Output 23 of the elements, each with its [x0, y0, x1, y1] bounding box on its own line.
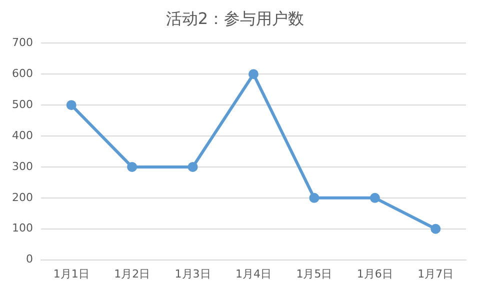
y-tick-label: 0 — [26, 252, 33, 266]
x-tick-label: 1月2日 — [114, 267, 150, 280]
y-tick-label: 200 — [12, 190, 33, 204]
chart-title: 活动2：参与用户数 — [166, 8, 304, 28]
point — [370, 192, 380, 203]
y-tick-label: 500 — [12, 98, 33, 111]
point — [188, 162, 198, 172]
point — [127, 162, 138, 172]
x-tick-label: 1月4日 — [236, 267, 272, 280]
y-tick-label: 300 — [12, 160, 33, 173]
y-tick-label: 600 — [12, 67, 33, 80]
point — [430, 224, 441, 234]
point — [248, 69, 258, 80]
y-tick-label: 400 — [12, 128, 33, 142]
point — [66, 100, 76, 110]
y-tick-label: 700 — [12, 36, 33, 50]
x-tick-label: 1月6日 — [356, 267, 393, 280]
y-tick-label: 100 — [12, 222, 33, 235]
x-tick-label: 1月3日 — [174, 267, 211, 280]
x-tick-label: 1月1日 — [53, 267, 90, 280]
point — [309, 192, 320, 203]
x-tick-label: 1月7日 — [418, 267, 454, 280]
x-tick-label: 1月5日 — [296, 267, 332, 280]
